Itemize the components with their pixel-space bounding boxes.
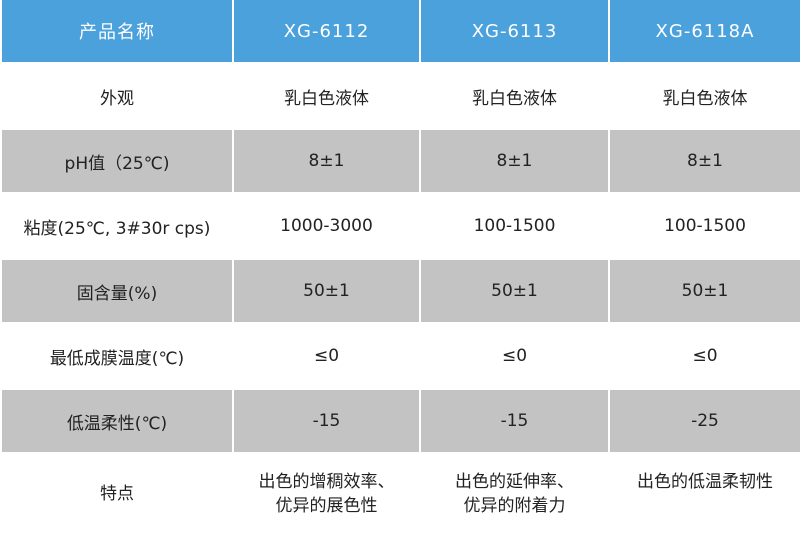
table-cell: 1000-3000 [232, 193, 421, 259]
header-cell: XG-6113 [419, 0, 610, 64]
table-row: 粘度(25℃, 3#30r cps) 1000-3000 100-1500 10… [0, 193, 800, 259]
feature-line: 出色的低温柔韧性 [637, 472, 773, 492]
table-cell: 50±1 [232, 258, 421, 324]
header-cell: XG-6118A [608, 0, 800, 64]
table-cell: 出色的低温柔韧性 [608, 453, 800, 534]
row-label: 固含量(%) [0, 258, 234, 324]
feature-line: 优异的展色性 [275, 496, 378, 516]
row-label: 外观 [0, 63, 234, 129]
feature-line: 优异的附着力 [463, 496, 566, 516]
table-cell: 50±1 [419, 258, 610, 324]
table-cell: 出色的延伸率、 优异的附着力 [419, 453, 610, 534]
table-cell: -15 [419, 388, 610, 454]
table-cell: 50±1 [608, 258, 800, 324]
table-cell: 出色的增稠效率、 优异的展色性 [232, 453, 421, 534]
table-cell: -25 [608, 388, 800, 454]
row-label: 粘度(25℃, 3#30r cps) [0, 193, 234, 259]
table-cell: ≤0 [419, 323, 610, 389]
header-cell: 产品名称 [0, 0, 234, 64]
features-row: 特点 出色的增稠效率、 优异的展色性 出色的延伸率、 优异的附着力 出色的低温柔韧性 [0, 453, 800, 534]
table-row: 外观 乳白色液体 乳白色液体 乳白色液体 [0, 63, 800, 129]
table-cell: 100-1500 [419, 193, 610, 259]
table-cell: ≤0 [232, 323, 421, 389]
row-label: 特点 [0, 453, 234, 534]
table-cell: ≤0 [608, 323, 800, 389]
table-row: 固含量(%) 50±1 50±1 50±1 [0, 258, 800, 324]
header-row: 产品名称 XG-6112 XG-6113 XG-6118A [0, 0, 800, 64]
table-cell: 8±1 [232, 128, 421, 194]
table-cell: 8±1 [608, 128, 800, 194]
row-label: 最低成膜温度(℃) [0, 323, 234, 389]
table-cell: 乳白色液体 [419, 63, 610, 129]
table-row: 低温柔性(℃) -15 -15 -25 [0, 388, 800, 454]
table-cell: 乳白色液体 [232, 63, 421, 129]
feature-line: 出色的延伸率、 [455, 472, 574, 492]
table-row: 最低成膜温度(℃) ≤0 ≤0 ≤0 [0, 323, 800, 389]
table-cell: 乳白色液体 [608, 63, 800, 129]
table-cell: 8±1 [419, 128, 610, 194]
row-label: pH值（25℃) [0, 128, 234, 194]
table-cell: 100-1500 [608, 193, 800, 259]
header-cell: XG-6112 [232, 0, 421, 64]
row-label: 低温柔性(℃) [0, 388, 234, 454]
table-row: pH值（25℃) 8±1 8±1 8±1 [0, 128, 800, 194]
feature-line: 出色的增稠效率、 [258, 472, 395, 492]
table-cell: -15 [232, 388, 421, 454]
